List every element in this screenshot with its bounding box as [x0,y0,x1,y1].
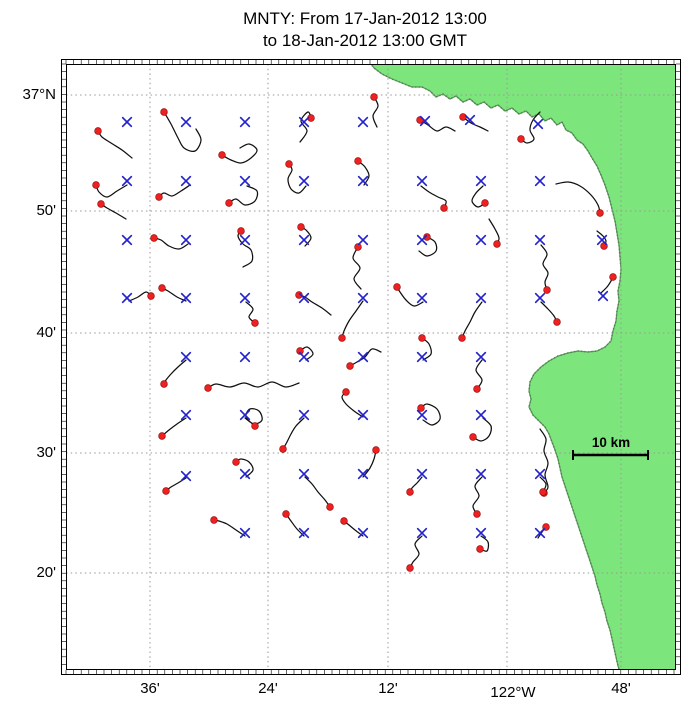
y-tick-label-50: 50' [36,202,56,219]
x-tick-label-12: 12' [378,680,398,697]
scalebar-label: 10 km [591,435,631,450]
x-tick-label-48: 48' [611,680,631,697]
y-tick-label-20: 20' [36,564,56,581]
figure-title: MNTY: From 17-Jan-2012 13:00 to 18-Jan-2… [40,8,690,52]
x-tick-label-122w: 122°W [490,684,536,701]
y-tick-label-40: 40' [36,324,56,341]
y-tick-label-30: 30' [36,444,56,461]
x-tick-label-24: 24' [258,680,278,697]
x-tick-label-36: 36' [140,680,160,697]
title-line-2: to 18-Jan-2012 13:00 GMT [262,31,468,51]
title-line-1: MNTY: From 17-Jan-2012 13:00 [243,9,487,28]
y-tick-label-37n: 37°N [22,86,56,103]
